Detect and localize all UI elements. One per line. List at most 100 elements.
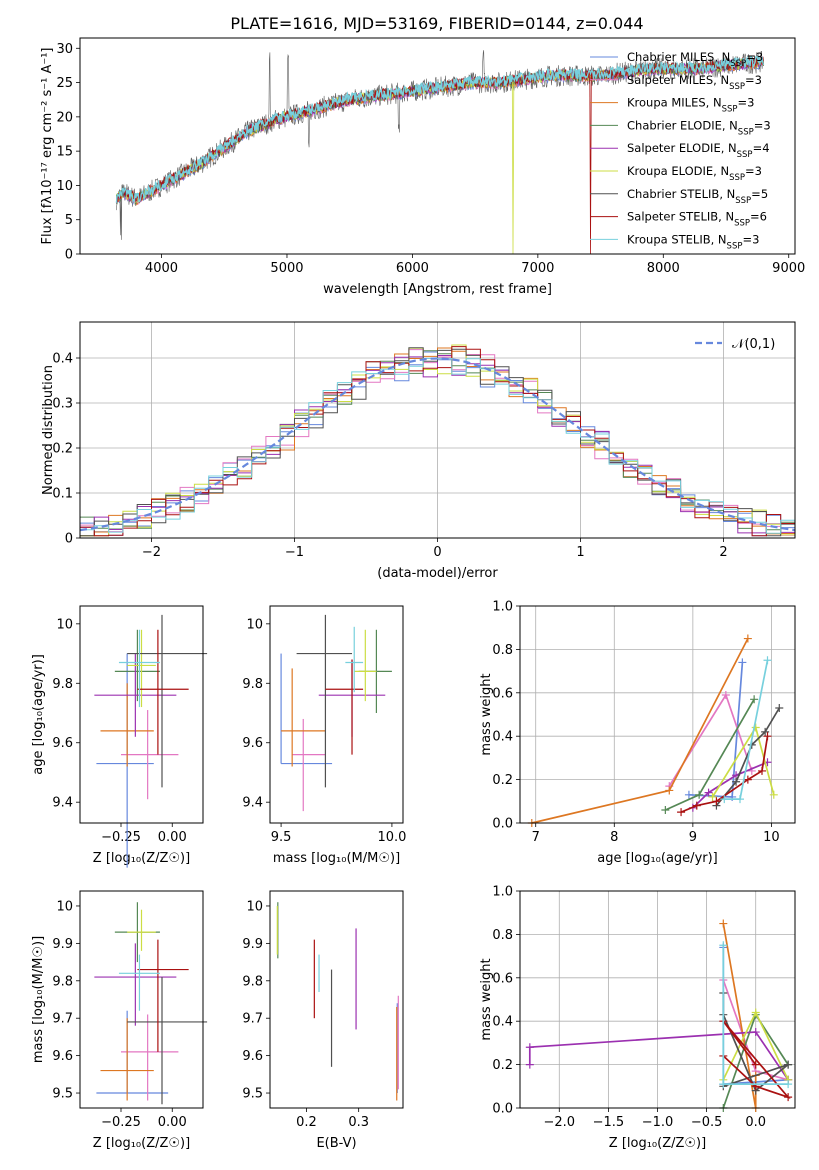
plus-marker bbox=[712, 797, 721, 806]
legend-separator: , N bbox=[713, 73, 729, 87]
plus-marker bbox=[763, 656, 772, 665]
x-axis-label: wavelength [Angstrom, rest frame] bbox=[323, 282, 552, 297]
legend-series-name: Salpeter MILES bbox=[627, 73, 713, 87]
x-axis-label: age [log₁₀(age/yr)] bbox=[597, 851, 718, 866]
model-spectrum-line-8 bbox=[115, 55, 765, 203]
x-tick-label: 9000 bbox=[772, 261, 805, 276]
y-tick-label: 9.5 bbox=[242, 1087, 263, 1102]
plus-marker bbox=[784, 1093, 793, 1102]
y-tick-label: 9.7 bbox=[242, 1012, 263, 1027]
x-tick-label: −2.0 bbox=[543, 1115, 575, 1130]
y-tick-label: 0.8 bbox=[492, 928, 513, 943]
plus-marker bbox=[743, 634, 752, 643]
y-tick-label: 20 bbox=[56, 110, 73, 125]
x-tick-label: 0 bbox=[433, 545, 441, 560]
plus-marker bbox=[751, 1060, 760, 1069]
errorbar-point-5 bbox=[127, 629, 156, 708]
legend-series-name: Chabrier ELODIE bbox=[627, 118, 722, 132]
spectrum-lines bbox=[115, 50, 765, 254]
x-tick-label: −0.25 bbox=[101, 830, 141, 845]
legend-entry: Chabrier ELODIE, NSSP=3 bbox=[627, 118, 771, 137]
plus-marker bbox=[738, 658, 747, 667]
legend-nssp: 3 bbox=[752, 232, 759, 246]
legend-nssp: 3 bbox=[756, 50, 763, 64]
plus-marker bbox=[692, 801, 701, 810]
normal-reference-curve bbox=[80, 357, 795, 532]
errorbar-point-1 bbox=[121, 1014, 179, 1101]
y-tick-label: 9.9 bbox=[52, 937, 73, 952]
y-tick-label: 9.4 bbox=[242, 796, 263, 811]
residuals-panel: −2 −1 0 1 2 0 0.1 0.2 0.3 0.4 (data-model)/error No… bbox=[41, 321, 796, 581]
x-tick-label: −2 bbox=[142, 545, 161, 560]
errorbar-point-7 bbox=[325, 659, 364, 755]
y-tick-label: 0 bbox=[65, 532, 73, 547]
errorbar-point-6 bbox=[127, 977, 208, 1105]
spectrum-panel: 4000 5000 6000 7000 8000 9000 0 5 10 15 20 25 30 wave… bbox=[40, 37, 805, 297]
legend-entry: Salpeter ELODIE, NSSP=4 bbox=[627, 141, 770, 160]
mass-vs-ebv-panel: 0.2 0.3 9.5 9.6 9.7 9.8 9.9 10 E(B-V) bbox=[242, 890, 404, 1151]
legend-equals: = bbox=[754, 118, 764, 132]
x-tick-label: −1 bbox=[285, 545, 304, 560]
massweight-vs-metallicity-panel: −2.0 −1.5 −1.0 −0.5 0.0 0.0 0.2 0.4 0.6 0.8 1.0 Z [… bbox=[479, 885, 796, 1151]
y-axis-label: age [log₁₀(age/yr)] bbox=[31, 654, 46, 775]
y-tick-label: 15 bbox=[56, 145, 73, 160]
x-tick-label: 2 bbox=[719, 545, 727, 560]
axes-frame bbox=[519, 605, 796, 824]
y-axis-label: mass weight bbox=[479, 673, 494, 755]
x-axis-label: Z [log₁₀(Z/Z☉)] bbox=[93, 1136, 190, 1151]
x-tick-label: 0.2 bbox=[296, 1115, 317, 1130]
x-tick-label: −0.5 bbox=[691, 1115, 723, 1130]
y-tick-label: 9.8 bbox=[52, 677, 73, 692]
age-vs-metallicity-panel: −0.25 0.00 9.4 9.6 9.8 10 Z [log₁₀(Z/Z☉)] age [… bbox=[31, 605, 208, 868]
plus-marker bbox=[743, 775, 752, 784]
x-tick-label: 7000 bbox=[521, 261, 554, 276]
legend-entry: Salpeter STELIB, NSSP=6 bbox=[627, 210, 767, 229]
legend-separator: , N bbox=[718, 210, 734, 224]
legend-subscript: SSP bbox=[730, 59, 746, 69]
mass-weight-series-7 bbox=[680, 736, 769, 813]
x-tick-label: −1.5 bbox=[593, 1115, 625, 1130]
axes-frame bbox=[269, 890, 404, 1109]
legend-subscript: SSP bbox=[729, 173, 745, 183]
errorbar-point-2 bbox=[100, 683, 154, 767]
y-tick-label: 0.2 bbox=[52, 442, 73, 457]
x-tick-label: 0.00 bbox=[158, 1115, 187, 1130]
y-tick-label: 9.8 bbox=[52, 974, 73, 989]
legend-nssp: 5 bbox=[761, 187, 768, 201]
errorbar-point-8 bbox=[345, 626, 364, 693]
axes-frame bbox=[79, 321, 796, 539]
x-tick-label: 4000 bbox=[145, 261, 178, 276]
axes-frame bbox=[79, 605, 204, 824]
legend-nssp: 3 bbox=[755, 164, 762, 178]
legend-subscript: SSP bbox=[737, 150, 753, 160]
legend-entry: Kroupa STELIB, NSSP=3 bbox=[627, 232, 759, 251]
y-tick-label: 9.6 bbox=[242, 1049, 263, 1064]
legend-subscript: SSP bbox=[735, 196, 751, 206]
legend-equals: = bbox=[742, 232, 752, 246]
legend-separator: , N bbox=[714, 50, 730, 64]
legend-equals: = bbox=[751, 187, 761, 201]
y-tick-label: 9.8 bbox=[242, 677, 263, 692]
legend-nssp: 6 bbox=[760, 210, 767, 224]
legend-equals: = bbox=[745, 164, 755, 178]
legend-equals: = bbox=[737, 96, 747, 110]
x-tick-label: 0.0 bbox=[745, 1115, 766, 1130]
legend-series-name: Chabrier MILES bbox=[627, 50, 714, 64]
errorbar-point-8 bbox=[118, 954, 160, 1011]
x-tick-label: 0.3 bbox=[348, 1115, 369, 1130]
plus-marker bbox=[769, 790, 778, 799]
plus-marker bbox=[736, 795, 744, 804]
axes-frame bbox=[519, 890, 796, 1109]
x-axis-label: (data-model)/error bbox=[377, 566, 498, 581]
legend-subscript: SSP bbox=[729, 82, 745, 92]
legend-separator: , N bbox=[719, 187, 735, 201]
x-tick-label: 7 bbox=[532, 830, 540, 845]
age-vs-mass-panel: 9.5 10.0 9.4 9.6 9.8 10 mass [log₁₀(M/M☉)] bbox=[242, 605, 406, 866]
errorbar-point-0 bbox=[280, 653, 333, 765]
legend-subscript: SSP bbox=[727, 241, 743, 251]
y-tick-label: 1.0 bbox=[492, 885, 513, 900]
legend-subscript: SSP bbox=[722, 105, 738, 115]
axes-frame bbox=[79, 37, 796, 255]
histograms bbox=[80, 344, 795, 537]
